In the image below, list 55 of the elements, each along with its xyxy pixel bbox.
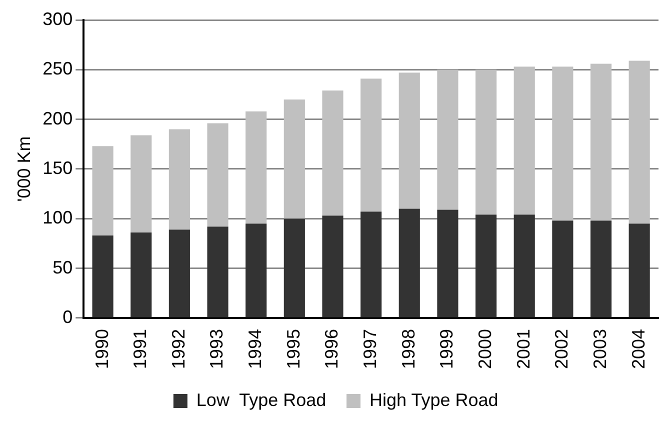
- x-tick-label: 1997: [360, 328, 380, 370]
- legend-label: High Type Road: [370, 390, 498, 410]
- bar: [92, 236, 114, 318]
- y-tick-label: 50: [52, 257, 73, 278]
- bar: [322, 90, 344, 216]
- x-tick-label: 1992: [168, 328, 188, 370]
- bar: [322, 216, 344, 318]
- x-tick-label: 1999: [436, 328, 457, 370]
- x-tick-label: 2001: [513, 328, 534, 370]
- bar: [590, 64, 612, 221]
- y-tick-label: 250: [42, 58, 73, 79]
- bar: [476, 70, 497, 215]
- y-tick-label: 200: [42, 108, 73, 128]
- y-tick-label: 100: [42, 208, 73, 228]
- bar: [360, 78, 382, 212]
- bar: [284, 218, 305, 318]
- x-tick-label: 1993: [206, 328, 227, 370]
- bar: [130, 232, 152, 318]
- bar: [437, 70, 458, 210]
- bar: [552, 220, 574, 318]
- x-tick-label: 1990: [92, 328, 112, 370]
- x-tick-label: 2003: [590, 328, 610, 370]
- bar: [514, 66, 535, 215]
- bar: [552, 66, 574, 221]
- bar: [168, 230, 190, 318]
- bar: [246, 111, 267, 224]
- x-tick-label: 1991: [130, 328, 150, 370]
- x-tick-label: 2004: [628, 328, 648, 370]
- bar: [207, 123, 228, 227]
- x-tick-label: 1994: [245, 328, 266, 370]
- x-tick-label: 2002: [552, 328, 572, 370]
- x-tick-label: 1996: [322, 328, 342, 370]
- legend-label: Low Type Road: [196, 390, 326, 410]
- y-tick-label: 300: [42, 8, 73, 29]
- bar: [476, 214, 497, 318]
- y-tick-label: 150: [42, 158, 73, 178]
- bar: [398, 72, 420, 209]
- bar: [628, 60, 650, 224]
- bar: [284, 99, 305, 219]
- bar: [207, 226, 228, 318]
- bar: [398, 208, 420, 318]
- bar: [514, 214, 535, 318]
- y-axis-title: '000 Km: [14, 136, 34, 202]
- x-tick-label: 2000: [475, 328, 496, 370]
- bar: [628, 224, 650, 318]
- bar: [437, 210, 458, 318]
- x-tick-label: 1995: [283, 328, 304, 370]
- bar: [130, 135, 152, 233]
- bar: [168, 129, 190, 230]
- bar: [92, 146, 114, 236]
- x-tick-label: 1998: [398, 328, 418, 370]
- bar: [360, 212, 382, 318]
- y-tick-label: 0: [62, 306, 73, 327]
- bar: [246, 224, 267, 318]
- bar: [590, 220, 612, 318]
